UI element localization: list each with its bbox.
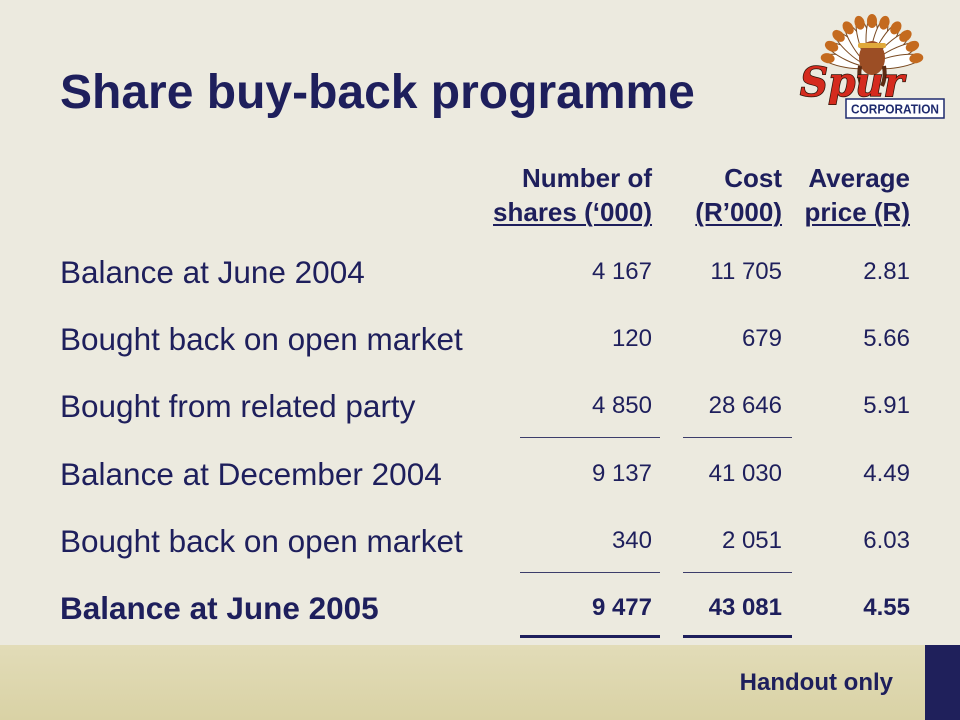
cost-value: 28 646 [708,392,782,419]
logo-banner [845,98,945,119]
feather-tip [820,53,835,64]
headband [858,43,886,48]
table-row: Bought back on open market 120 679 5.66 [0,319,960,359]
cost-value: 43 081 [708,594,782,621]
handout-note: Handout only [739,669,893,696]
cost-value: 679 [741,325,782,352]
average-price-value: 5.66 [863,325,910,352]
footer-accent-block [925,645,960,720]
table-row: Balance at December 2004 9 137 41 030 4.… [0,454,960,494]
column-header-line: Average [808,163,910,193]
feather-tip [854,15,865,30]
average-price-value: 4.49 [863,460,910,487]
column-header-line: price (R) [804,197,910,227]
subtotal-rule [683,437,792,438]
table-row: Bought back on open market 340 2 051 6.0… [0,521,960,561]
average-price-value: 6.03 [863,527,910,554]
shares-value: 9 477 [591,594,652,621]
row-label: Balance at June 2005 [60,590,379,626]
feather-tip [905,40,920,52]
shares-value: 120 [611,325,652,352]
feather-tip [867,14,877,28]
feather-tip [832,29,845,42]
feather-tip [879,15,890,30]
column-header-line: (R’000) [695,197,782,227]
face [859,41,885,75]
table-row: Balance at June 2004 4 167 11 705 2.81 [0,252,960,292]
feather-tip [890,21,902,35]
subtotal-rule [520,572,660,573]
column-header-line: Number of [522,163,652,193]
table-row-total: Balance at June 2005 9 477 43 081 4.55 [0,588,960,628]
feather-tip [842,21,854,35]
shares-value: 9 137 [591,460,652,487]
column-header-shares: Number of shares (‘000) [493,161,652,229]
row-label: Bought back on open market [60,321,463,357]
cost-value: 41 030 [708,460,782,487]
total-rule [520,635,660,638]
average-price-value: 2.81 [863,258,910,285]
row-label: Balance at December 2004 [60,456,442,492]
column-header-average-price: Average price (R) [805,161,910,229]
subtotal-rule [520,437,660,438]
average-price-value: 4.55 [863,594,910,621]
shares-value: 4 167 [591,258,652,285]
column-header-line: shares (‘000) [493,197,652,227]
shares-value: 340 [611,527,652,554]
feather-tip [909,53,924,64]
shares-value: 4 850 [591,392,652,419]
total-rule [683,635,792,638]
table-row: Bought from related party 4 850 28 646 5… [0,386,960,426]
average-price-value: 5.91 [863,392,910,419]
subtotal-rule [683,572,792,573]
cost-value: 2 051 [721,527,782,554]
cost-value: 11 705 [710,258,782,285]
right-braid [880,65,887,87]
feather-tip [899,29,912,42]
footer-band [0,645,960,720]
spur-corporation-logo: Spur CORPORATION [799,14,945,119]
logo-wordmark: Spur [800,59,907,106]
row-label: Bought from related party [60,388,416,424]
row-label: Bought back on open market [60,523,463,559]
slide-title: Share buy-back programme [60,66,695,119]
left-braid [857,65,864,87]
chief-face [857,41,887,87]
column-header-cost: Cost (R’000) [695,161,782,229]
column-header-line: Cost [724,163,782,193]
row-label: Balance at June 2004 [60,254,365,290]
logo-banner-text: CORPORATION [851,103,939,117]
feather-tip [824,40,839,52]
